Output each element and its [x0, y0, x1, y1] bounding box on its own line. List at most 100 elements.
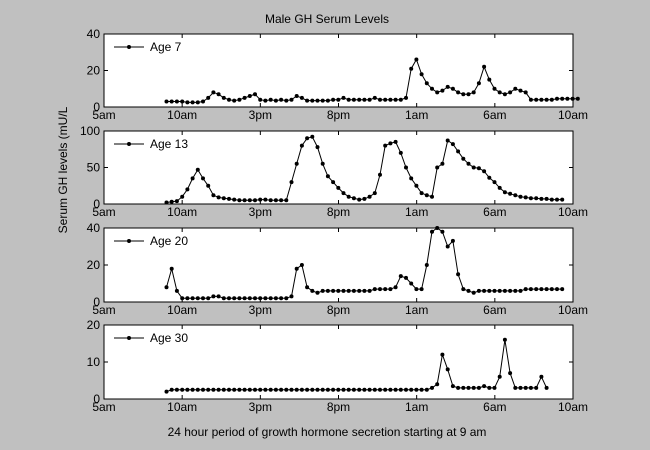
x-tick-label: 3pm — [249, 205, 272, 219]
data-point — [528, 97, 533, 102]
data-point — [279, 97, 284, 102]
data-point — [294, 387, 299, 392]
data-point — [232, 296, 237, 301]
data-point — [201, 387, 205, 392]
data-point — [242, 296, 247, 301]
data-point — [414, 57, 419, 62]
y-tick-label: 10 — [87, 355, 101, 369]
data-point — [502, 92, 507, 97]
data-point — [299, 95, 304, 100]
data-point — [388, 97, 393, 102]
data-point — [346, 194, 351, 199]
data-point — [445, 244, 450, 249]
data-point — [242, 95, 247, 100]
data-point — [185, 387, 190, 392]
y-axis-label: Serum GH levels (mU/L — [56, 106, 70, 233]
data-point — [482, 384, 487, 389]
panel-3: 5am 10am 3pm 8pm 1am 6am 10am 0 20 40 Age 20 — [87, 221, 588, 317]
data-point — [482, 169, 487, 174]
data-point — [378, 97, 382, 102]
data-point — [378, 387, 382, 392]
data-point — [227, 387, 231, 392]
data-point — [164, 200, 169, 205]
data-point — [310, 387, 315, 392]
data-point — [528, 287, 533, 292]
data-point — [471, 165, 476, 170]
data-point — [237, 387, 242, 392]
data-point — [211, 90, 216, 95]
data-point — [492, 288, 497, 293]
data-point — [476, 81, 481, 86]
data-point — [419, 191, 424, 196]
data-point — [424, 263, 429, 267]
data-point — [232, 387, 237, 392]
data-point — [383, 143, 388, 148]
data-point — [383, 287, 388, 292]
data-point — [263, 296, 268, 301]
data-point — [164, 99, 169, 104]
x-tick-label: 1am — [405, 400, 428, 414]
data-point — [289, 387, 294, 392]
data-point — [221, 296, 226, 301]
data-point — [227, 97, 231, 102]
data-point — [539, 97, 544, 102]
data-point — [424, 387, 429, 392]
data-point — [273, 387, 278, 392]
data-point — [445, 138, 450, 143]
data-point — [560, 287, 565, 292]
data-point — [211, 193, 216, 198]
data-point — [372, 191, 377, 196]
data-point — [299, 143, 304, 148]
data-point — [544, 385, 549, 390]
data-point — [383, 97, 388, 102]
data-point — [555, 197, 559, 202]
data-point — [263, 98, 268, 103]
data-point — [227, 296, 231, 301]
data-point — [336, 288, 341, 293]
data-point — [393, 387, 398, 392]
data-point — [435, 226, 440, 230]
data-point — [508, 191, 513, 196]
x-tick-label: 6am — [483, 205, 506, 219]
x-tick-label: 6am — [483, 108, 506, 122]
data-point — [253, 92, 257, 97]
data-point — [273, 198, 278, 203]
data-point — [268, 97, 273, 102]
data-point — [414, 183, 419, 188]
data-point — [325, 387, 330, 392]
data-point — [409, 387, 414, 392]
data-point — [404, 165, 408, 170]
data-point — [180, 387, 185, 392]
x-tick-label: 3pm — [249, 303, 272, 317]
x-tick-label: 8pm — [327, 205, 350, 219]
data-point — [341, 191, 346, 196]
data-point — [575, 96, 580, 101]
data-point — [258, 197, 263, 202]
data-point — [357, 387, 362, 392]
legend-label: Age 20 — [150, 234, 188, 248]
data-point — [398, 274, 403, 279]
data-point — [325, 174, 330, 179]
data-point — [471, 90, 476, 95]
data-point — [372, 287, 377, 292]
y-tick-label: 50 — [87, 161, 101, 175]
data-point — [518, 88, 523, 93]
data-point — [372, 387, 377, 392]
x-tick-label: 10am — [167, 400, 197, 414]
data-point — [461, 287, 466, 292]
data-point — [482, 64, 487, 69]
data-point — [456, 385, 461, 390]
data-point — [258, 97, 263, 102]
y-tick-label: 20 — [87, 318, 101, 332]
x-tick-label: 10am — [558, 400, 588, 414]
data-point — [508, 371, 513, 376]
y-tick-label: 40 — [87, 27, 101, 41]
data-point — [180, 296, 185, 301]
data-point — [388, 141, 393, 146]
data-point — [549, 197, 554, 202]
data-point — [169, 387, 174, 392]
data-point — [398, 387, 403, 392]
data-point — [502, 337, 507, 342]
data-point — [180, 99, 185, 104]
data-point — [305, 387, 310, 392]
